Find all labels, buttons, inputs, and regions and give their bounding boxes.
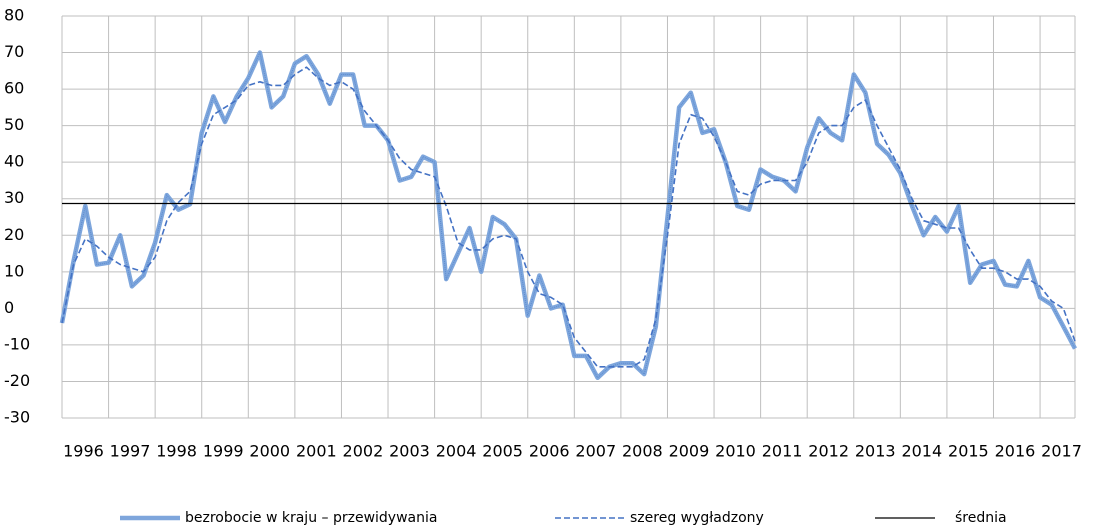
x-tick-label: 2005 xyxy=(482,442,523,461)
y-tick-label: 10 xyxy=(4,261,24,280)
x-tick-label: 1999 xyxy=(203,442,244,461)
x-tick-label: 2007 xyxy=(575,442,616,461)
x-tick-label: 2014 xyxy=(901,442,942,461)
y-tick-label: 40 xyxy=(4,152,24,171)
x-tick-label: 2004 xyxy=(436,442,477,461)
y-tick-label: 20 xyxy=(4,225,24,244)
x-tick-label: 2006 xyxy=(529,442,570,461)
y-tick-label: 30 xyxy=(4,188,24,207)
x-tick-label: 2010 xyxy=(715,442,756,461)
legend-label: szereg wygładzony xyxy=(630,510,764,526)
series-line xyxy=(61,66,1076,368)
x-tick-label: 2001 xyxy=(296,442,337,461)
x-tick-label: 2012 xyxy=(808,442,849,461)
series-line xyxy=(59,50,1077,381)
x-tick-label: 2002 xyxy=(343,442,384,461)
x-tick-label: 2017 xyxy=(1041,442,1082,461)
x-tick-label: 2009 xyxy=(669,442,710,461)
x-tick-label: 2000 xyxy=(249,442,290,461)
y-tick-label: -20 xyxy=(4,371,30,390)
x-tick-label: 2003 xyxy=(389,442,430,461)
y-tick-label: 50 xyxy=(4,115,24,134)
y-tick-label: 80 xyxy=(4,6,24,25)
x-tick-label: 2011 xyxy=(762,442,803,461)
x-tick-label: 1998 xyxy=(156,442,197,461)
y-tick-label: 0 xyxy=(4,298,14,317)
legend-label: bezrobocie w kraju – przewidywania xyxy=(185,510,437,526)
x-tick-label: 1996 xyxy=(63,442,104,461)
y-tick-label: 70 xyxy=(4,42,24,61)
x-tick-label: 2013 xyxy=(855,442,896,461)
x-tick-label: 2008 xyxy=(622,442,663,461)
x-tick-label: 2016 xyxy=(995,442,1036,461)
legend-label: średnia xyxy=(955,510,1007,526)
y-tick-label: -10 xyxy=(4,334,30,353)
x-tick-label: 2015 xyxy=(948,442,989,461)
y-tick-label: 60 xyxy=(4,79,24,98)
x-tick-label: 1997 xyxy=(110,442,151,461)
y-tick-label: -30 xyxy=(4,408,30,427)
